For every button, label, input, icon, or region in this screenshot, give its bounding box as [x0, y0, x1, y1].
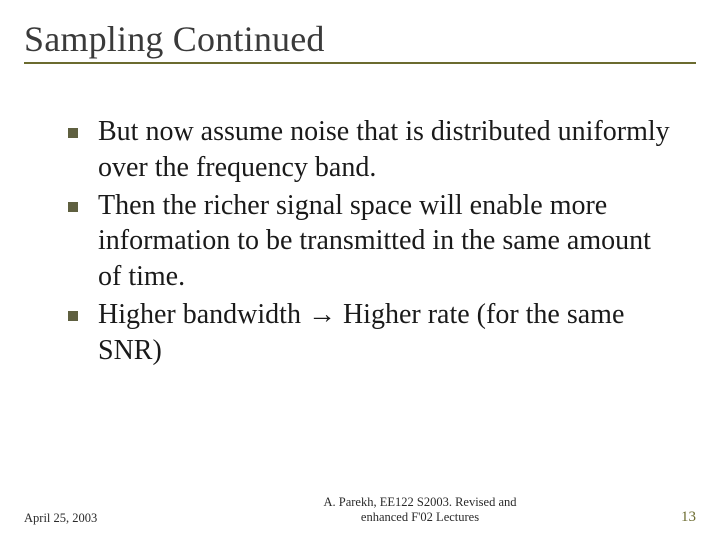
square-bullet-icon	[68, 128, 78, 138]
footer-date: April 25, 2003	[24, 511, 204, 526]
body-region: But now assume noise that is distributed…	[24, 70, 696, 369]
bullet-text: Higher bandwidth → Higher rate (for the …	[98, 297, 670, 369]
square-bullet-icon	[68, 311, 78, 321]
footer-line-1: A. Parekh, EE122 S2003. Revised and	[323, 495, 516, 509]
slide: Sampling Continued But now assume noise …	[0, 0, 720, 540]
title-underline	[24, 62, 696, 64]
bullet-text: But now assume noise that is distributed…	[98, 114, 670, 186]
bullet-item: But now assume noise that is distributed…	[68, 114, 670, 186]
footer: April 25, 2003 A. Parekh, EE122 S2003. R…	[0, 495, 720, 526]
footer-line-2: enhanced F'02 Lectures	[361, 510, 479, 524]
bullet-item: Then the richer signal space will enable…	[68, 188, 670, 295]
bullet-item: Higher bandwidth → Higher rate (for the …	[68, 297, 670, 369]
bullet-text: Then the richer signal space will enable…	[98, 188, 670, 295]
square-bullet-icon	[68, 202, 78, 212]
page-number: 13	[636, 509, 696, 526]
slide-title: Sampling Continued	[24, 18, 696, 60]
footer-attribution: A. Parekh, EE122 S2003. Revised and enha…	[204, 495, 636, 526]
title-region: Sampling Continued	[24, 18, 696, 70]
